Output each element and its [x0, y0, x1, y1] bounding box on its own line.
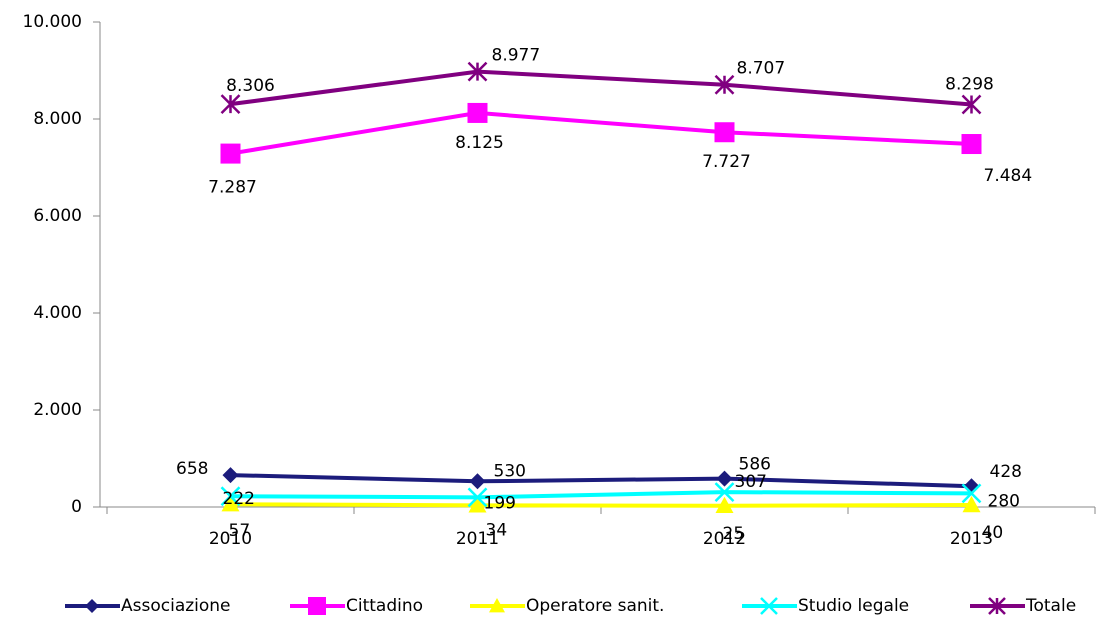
series-line — [230, 110, 972, 156]
marker — [308, 597, 326, 615]
marker — [714, 482, 735, 502]
x-tick-label: 2012 — [703, 529, 746, 549]
marker — [961, 94, 982, 115]
marker — [988, 597, 1006, 615]
marker — [714, 74, 735, 95]
marker — [962, 496, 981, 513]
x-tick-label: 2010 — [209, 529, 252, 549]
marker — [85, 599, 99, 613]
data-label: 8.977 — [492, 46, 541, 66]
data-label: 658 — [176, 459, 208, 479]
legend-label: Associazione — [121, 596, 231, 616]
data-label: 307 — [735, 472, 767, 492]
data-label: 530 — [494, 461, 526, 481]
data-label: 8.707 — [737, 59, 786, 79]
legend-label: Totale — [1025, 596, 1076, 616]
marker — [469, 473, 486, 490]
data-label: 40 — [982, 523, 1004, 543]
data-label: 7.484 — [984, 166, 1033, 186]
marker — [760, 597, 778, 615]
series-line — [230, 473, 972, 489]
marker — [467, 61, 488, 82]
marker — [714, 122, 735, 143]
marker — [715, 496, 734, 513]
data-label: 25 — [723, 524, 745, 544]
marker — [467, 487, 488, 508]
data-label: 8.306 — [226, 76, 275, 96]
series-line — [230, 69, 972, 107]
data-label: 57 — [229, 521, 251, 541]
marker — [467, 102, 488, 123]
marker — [220, 486, 241, 507]
y-tick-label: 6.000 — [33, 206, 82, 226]
data-label: 280 — [988, 491, 1020, 511]
marker — [221, 495, 240, 512]
data-label: 7.727 — [702, 152, 751, 172]
marker — [716, 470, 733, 487]
series-line — [230, 490, 972, 500]
marker — [961, 483, 982, 504]
data-label: 222 — [223, 489, 255, 509]
x-tick-label: 2013 — [950, 529, 993, 549]
legend-label: Operatore sanit. — [526, 596, 664, 616]
marker — [220, 94, 241, 115]
data-label: 7.287 — [208, 178, 257, 198]
y-tick-label: 2.000 — [33, 400, 82, 420]
series-line — [230, 502, 972, 508]
data-label: 8.298 — [945, 75, 994, 95]
x-tick-label: 2011 — [456, 529, 499, 549]
legend-label: Cittadino — [346, 596, 423, 616]
y-tick-label: 10.000 — [23, 12, 82, 32]
data-label: 586 — [739, 455, 771, 475]
y-tick-label: 8.000 — [33, 109, 82, 129]
marker — [222, 467, 239, 484]
y-tick-label: 4.000 — [33, 303, 82, 323]
y-tick-label: 0 — [71, 497, 82, 517]
data-label: 428 — [990, 462, 1022, 482]
marker — [961, 134, 982, 155]
data-label: 34 — [486, 520, 508, 540]
legend-label: Studio legale — [798, 596, 909, 616]
marker — [489, 598, 505, 613]
data-label: 8.125 — [455, 133, 504, 153]
marker — [468, 496, 487, 513]
data-label: 199 — [484, 493, 516, 513]
marker — [220, 143, 241, 164]
